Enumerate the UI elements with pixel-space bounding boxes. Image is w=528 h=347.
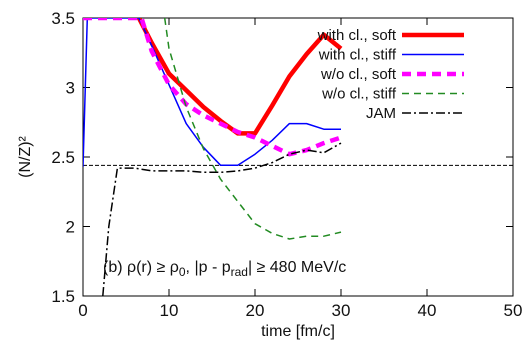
series-layer: [83, 18, 343, 296]
legend: with cl., soft with cl., stiff w/o cl., so…: [317, 27, 464, 122]
legend-label-3: w/o cl., stiff: [321, 86, 397, 103]
annotation-subscript-0: 0: [179, 265, 186, 279]
annotation-part-3: | ≥ 480 MeV/c: [248, 259, 346, 276]
axis-ticks: [82, 17, 514, 297]
annotation-subscript-rad: rad: [231, 265, 248, 279]
legend-label-2: w/o cl., soft: [320, 66, 397, 83]
legend-label-1: with cl., stiff: [318, 47, 397, 64]
y-tick-label: 3: [66, 79, 75, 98]
legend-label-4: JAM: [366, 105, 396, 122]
x-tick-label: 0: [78, 301, 87, 320]
plot-area: [82, 17, 514, 297]
y-axis-title: (N/Z)²: [17, 135, 34, 177]
x-tick-label: 20: [246, 301, 265, 320]
x-tick-label: 10: [160, 301, 179, 320]
x-axis-title: time [fm/c]: [261, 323, 335, 340]
x-tick-labels: 0 10 20 30 40 50: [78, 301, 522, 320]
annotation-part-2: , |p - p: [186, 259, 231, 276]
series-line-4: [102, 142, 342, 296]
x-tick-label: 50: [504, 301, 523, 320]
annotation-part-1: (b) ρ(r) ≥ ρ: [103, 259, 179, 276]
annotation: (b) ρ(r) ≥ ρ0, |p - prad| ≥ 480 MeV/c: [103, 259, 346, 279]
x-tick-label: 40: [418, 301, 437, 320]
y-tick-label: 3.5: [51, 9, 75, 28]
y-tick-label: 1.5: [51, 287, 75, 306]
legend-label-0: with cl., soft: [317, 27, 397, 44]
y-tick-label: 2: [66, 218, 75, 237]
y-tick-labels: 1.5 2 2.5 3 3.5: [51, 9, 75, 306]
x-tick-label: 30: [332, 301, 351, 320]
y-tick-label: 2.5: [51, 148, 75, 167]
